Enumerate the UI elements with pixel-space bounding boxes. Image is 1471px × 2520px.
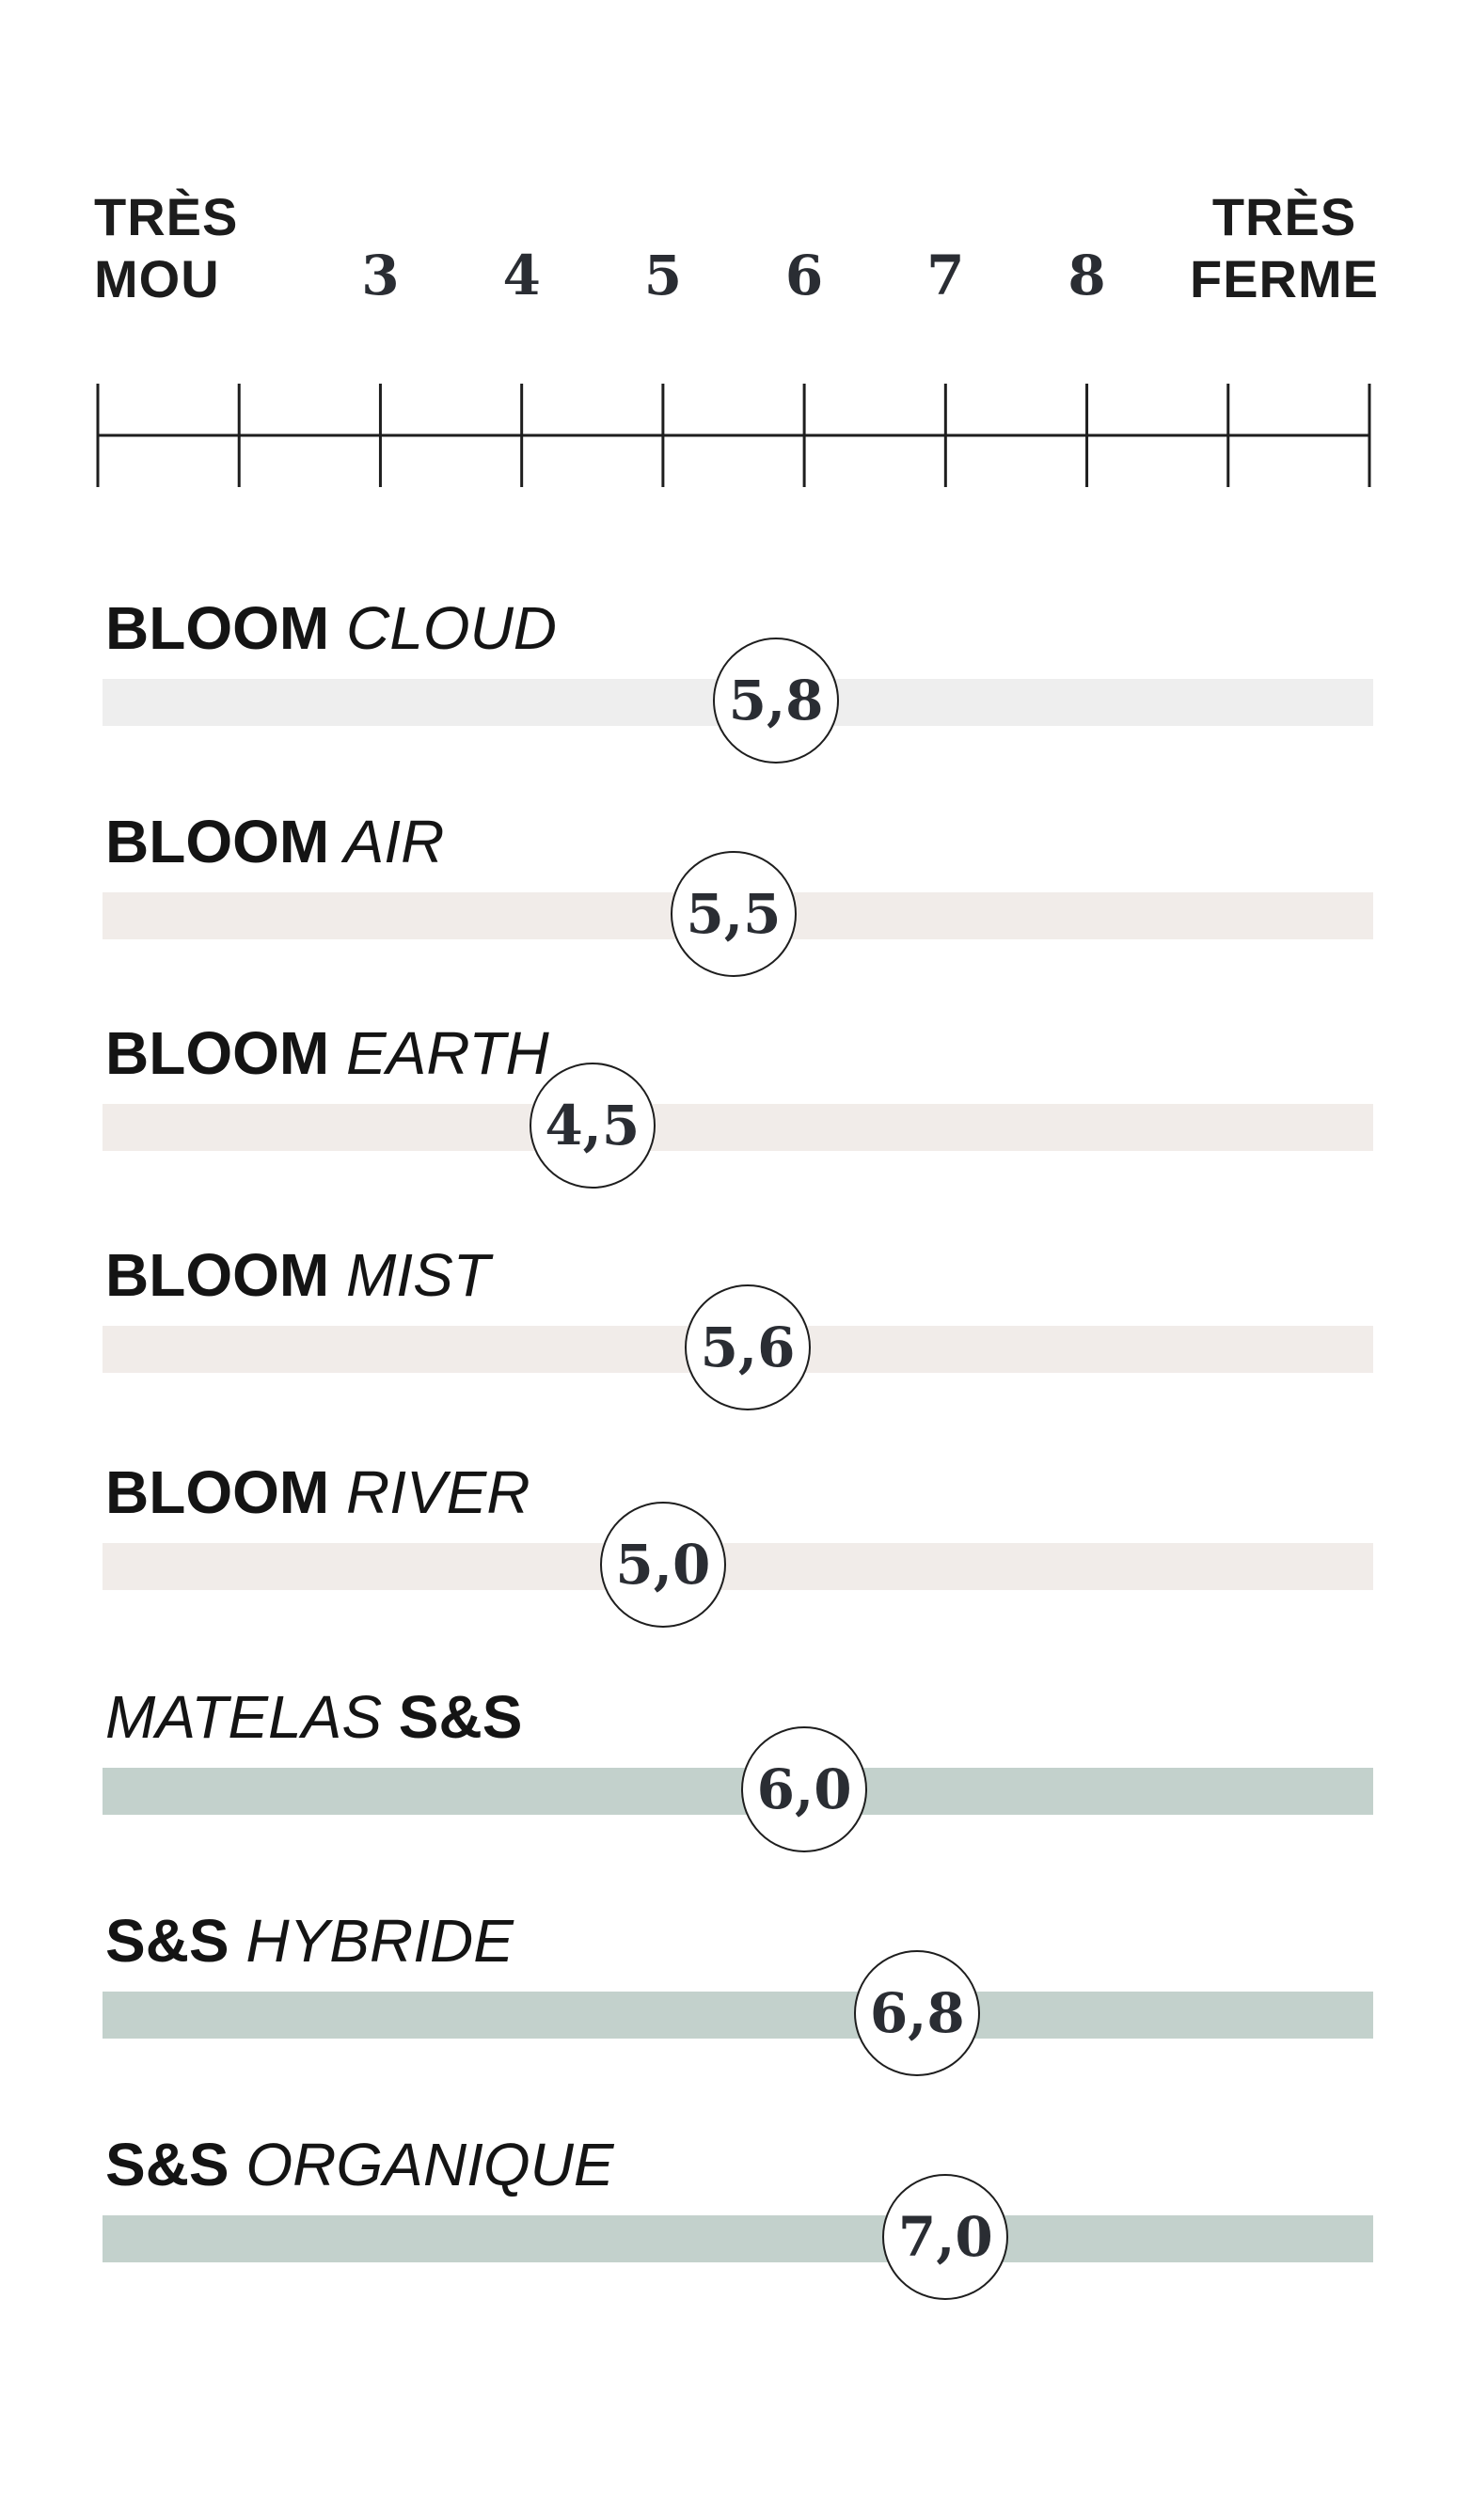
product-row: BLOOM RIVER 5,0 [0,1457,1471,1663]
scale-min-label-line-1: TRÈS [94,187,239,246]
product-name-bold: BLOOM [105,1241,330,1309]
product-name-bold: BLOOM [105,808,330,875]
scale-min-label-line-2: MOU [94,249,220,308]
product-row: S&S ORGANIQUE 7,0 [0,2129,1471,2336]
product-name: BLOOM AIR [105,806,444,877]
scale-tick-label-4: 4 [502,244,541,307]
firmness-value-marker: 7,0 [882,2174,1009,2300]
product-name: S&S ORGANIQUE [105,2129,614,2200]
scale-max-label-line-1: TRÈS [1211,187,1357,246]
product-row: BLOOM CLOUD 5,8 [0,592,1471,799]
firmness-value-marker: 4,5 [529,1063,656,1189]
product-name-bold: BLOOM [105,1019,330,1087]
firmness-value-marker: 6,8 [854,1950,981,2076]
product-name-italic: EARTH [329,1019,549,1087]
scale-max-label-line-2: FERME [1190,249,1379,308]
product-row: BLOOM MIST 5,6 [0,1239,1471,1446]
scale-tick-label-3: 3 [361,244,400,307]
scale-tick-label-6: 6 [784,244,824,307]
product-name-italic: RIVER [329,1458,530,1526]
product-row: BLOOM AIR 5,5 [0,806,1471,1013]
product-name-italic: MIST [329,1241,490,1309]
product-name-bold: S&S [105,2131,229,2198]
scale-max-label: TRÈS FERME [1190,186,1379,310]
firmness-bar [103,1543,1373,1590]
scale-tick-label-5: 5 [643,244,683,307]
product-name: BLOOM RIVER [105,1457,530,1528]
product-name-bold: BLOOM [105,594,330,662]
product-name-bold: BLOOM [105,1458,330,1526]
product-name-italic: ORGANIQUE [229,2131,614,2198]
firmness-value-marker: 5,8 [713,638,840,764]
firmness-bar [103,1104,1373,1151]
firmness-bar [103,1768,1373,1815]
firmness-bar [103,1992,1373,2039]
firmness-bar [103,2215,1373,2262]
scale-tick-label-8: 8 [1068,244,1106,307]
product-row: BLOOM EARTH 4,5 [0,1017,1471,1224]
product-name-italic: AIR [329,808,445,875]
firmness-value-marker: 6,0 [741,1726,868,1852]
product-row: MATELAS S&S 6,0 [0,1681,1471,1888]
product-row: S&S HYBRIDE 6,8 [0,1905,1471,2112]
product-name: BLOOM EARTH [105,1017,549,1089]
product-name: MATELAS S&S [105,1681,522,1753]
product-name-bold: S&S [382,1683,523,1751]
product-name-bold: S&S [105,1907,229,1975]
firmness-value-marker: 5,5 [671,851,797,977]
product-name: BLOOM MIST [105,1239,490,1311]
product-name-italic: CLOUD [329,594,557,662]
product-name-italic: MATELAS [105,1683,382,1751]
firmness-value-marker: 5,0 [599,1502,726,1628]
scale-axis [96,384,1371,487]
product-name: BLOOM CLOUD [105,592,557,664]
product-name: S&S HYBRIDE [105,1905,514,1977]
product-name-italic: HYBRIDE [229,1907,514,1975]
scale-min-label: TRÈS MOU [94,186,238,310]
firmness-value-marker: 5,6 [685,1284,812,1410]
scale-tick-label-7: 7 [926,244,965,307]
